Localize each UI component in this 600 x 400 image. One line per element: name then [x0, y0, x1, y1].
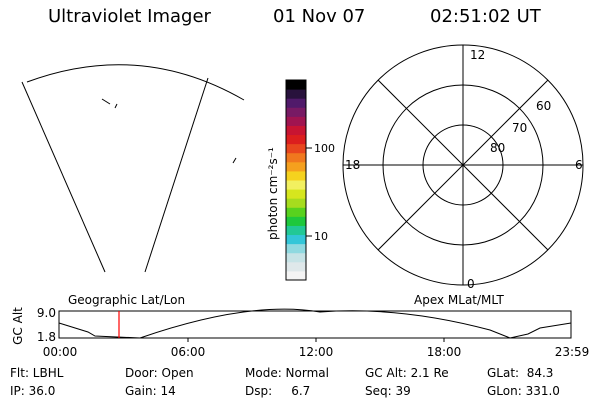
image-left-edge — [21, 81, 106, 273]
mode-field: Mode: Normal — [245, 366, 329, 380]
colorbar-cell — [286, 198, 306, 208]
gc-alt-field: GC Alt: 2.1 Re — [365, 366, 449, 380]
polar-label-12: 12 — [470, 48, 485, 62]
polar-lat-70: 70 — [512, 121, 527, 135]
colorbar-cell — [286, 98, 306, 108]
door-field: Door: Open — [125, 366, 194, 380]
colorbar-cell — [286, 107, 306, 117]
image-top-arc — [26, 64, 245, 101]
timeline-frame — [58, 310, 572, 339]
colorbar-cell — [286, 270, 306, 281]
timeline-x-tick-0600: 06:00 — [171, 345, 206, 359]
timeline-y-tick-1-8: 1.8 — [37, 330, 56, 344]
colorbar-cell — [286, 143, 306, 154]
date-label: 01 Nov 07 — [273, 6, 366, 27]
gain-field: Gain: 14 — [125, 384, 176, 398]
colorbar-cell — [286, 161, 306, 172]
timeline-y-axis-label: GC Alt — [11, 307, 25, 345]
image-artifact — [101, 98, 111, 105]
timeline-left-caption: Geographic Lat/Lon — [68, 293, 185, 307]
colorbar-cell — [286, 170, 306, 181]
glon-field: GLon: 331.0 — [487, 384, 560, 398]
timeline-y-tick-9: 9.0 — [37, 306, 56, 320]
ip-field: IP: 36.0 — [10, 384, 56, 398]
colorbar-cell — [286, 207, 306, 217]
colorbar-cell — [286, 152, 306, 163]
colorbar: 100 10 photon cm⁻²s⁻¹ — [266, 79, 335, 281]
colorbar-cell — [286, 261, 306, 272]
colorbar-cell — [286, 180, 306, 190]
polar-label-0: 0 — [467, 277, 475, 291]
colorbar-cell — [286, 225, 306, 236]
colorbar-cell — [286, 252, 306, 263]
timeline-x-tick-0000: 00:00 — [43, 345, 78, 359]
polar-label-18: 18 — [345, 158, 360, 172]
colorbar-cell — [286, 125, 306, 136]
polar-diagonal-2 — [377, 79, 549, 251]
dsp-field: Dsp: 6.7 — [245, 384, 311, 398]
geographic-image-frame — [21, 64, 245, 273]
instrument-title: Ultraviolet Imager — [48, 6, 211, 27]
colorbar-cell — [286, 216, 306, 226]
seq-field: Seq: 39 — [365, 384, 411, 398]
image-artifact — [114, 103, 118, 109]
polar-label-6: 6 — [575, 158, 583, 172]
timeline-x-tick-1800: 18:00 — [427, 345, 462, 359]
colorbar-cell — [286, 80, 306, 90]
colorbar-cell — [286, 189, 306, 199]
polar-lat-80: 80 — [490, 141, 505, 155]
image-artifact — [232, 157, 237, 164]
colorbar-tick-label-100: 100 — [314, 142, 335, 155]
colorbar-cell — [286, 134, 306, 145]
colorbar-cell — [286, 89, 306, 99]
time-label: 02:51:02 UT — [430, 6, 541, 27]
colorbar-cell — [286, 243, 306, 254]
colorbar-cell — [286, 234, 306, 245]
timeline-x-tick-1200: 12:00 — [299, 345, 334, 359]
timeline-plot: Geographic Lat/Lon Apex MLat/MLT GC Alt … — [11, 293, 589, 359]
colorbar-cell — [286, 116, 306, 126]
filter-field: Flt: LBHL — [10, 366, 64, 380]
colorbar-tick-label-10: 10 — [314, 230, 328, 243]
colorbar-frame — [285, 79, 307, 281]
glat-field: GLat: 84.3 — [487, 366, 554, 380]
timeline-x-tick-2359: 23:59 — [555, 345, 590, 359]
polar-plot — [342, 44, 584, 286]
colorbar-unit-label: photon cm⁻²s⁻¹ — [266, 147, 280, 240]
timeline-altitude-curve — [58, 308, 572, 339]
timeline-right-caption: Apex MLat/MLT — [414, 293, 504, 307]
image-right-edge — [144, 77, 209, 273]
polar-lat-60: 60 — [536, 99, 551, 113]
